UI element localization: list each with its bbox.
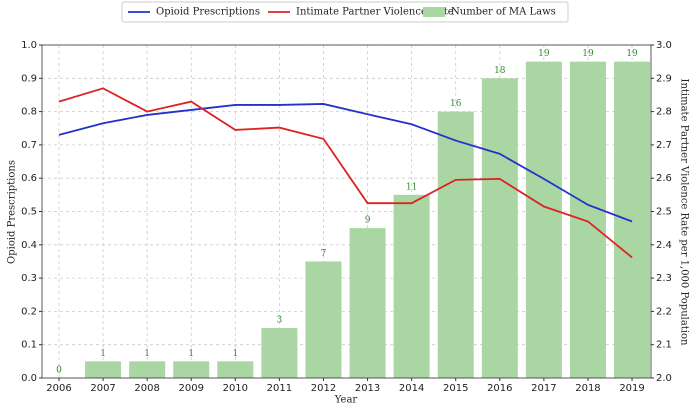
bar xyxy=(481,78,518,379)
value-label: 1 xyxy=(188,349,194,359)
value-label: 19 xyxy=(626,49,638,59)
x-tick-label: 2011 xyxy=(267,383,292,394)
y2-tick-label: 2.0 xyxy=(656,373,672,384)
value-label: 9 xyxy=(365,216,371,226)
bar xyxy=(614,61,651,379)
x-tick-label: 2019 xyxy=(619,383,644,394)
y-tick-label: 0.7 xyxy=(21,140,37,151)
y2-tick-label: 2.7 xyxy=(656,140,672,151)
value-label: 11 xyxy=(406,182,417,192)
y-axis-label: Opioid Prescriptions xyxy=(7,160,18,264)
value-label: 1 xyxy=(232,349,238,359)
y-tick-label: 0.4 xyxy=(21,240,37,251)
bar xyxy=(569,61,606,379)
value-label: 1 xyxy=(144,349,150,359)
x-tick-label: 2016 xyxy=(487,383,512,394)
y2-tick-label: 2.2 xyxy=(656,306,672,317)
y-tick-label: 0.0 xyxy=(21,373,37,384)
legend-swatch xyxy=(423,7,445,17)
value-label: 19 xyxy=(582,49,594,59)
legend-label: Intimate Partner Violence Rate xyxy=(296,7,454,18)
y2-tick-label: 3.0 xyxy=(656,40,672,51)
bar xyxy=(217,361,254,378)
y-tick-label: 0.3 xyxy=(21,273,37,284)
line xyxy=(58,87,633,259)
x-tick-label: 2013 xyxy=(355,383,380,394)
legend-box xyxy=(121,1,569,23)
x-tick-label: 2014 xyxy=(399,383,424,394)
y2-axis-label: Intimate Partner Violence Rate per 1,000… xyxy=(679,79,690,347)
bar xyxy=(305,261,342,378)
value-label: 19 xyxy=(538,49,550,59)
legend-label: Opioid Prescriptions xyxy=(156,7,260,18)
y-tick-label: 0.2 xyxy=(21,306,37,317)
value-label: 0 xyxy=(56,366,62,376)
legend-label: Number of MA Laws xyxy=(451,7,556,18)
y-tick-label: 0.9 xyxy=(21,73,37,84)
y2-tick-label: 2.6 xyxy=(656,173,672,184)
bar xyxy=(525,61,562,379)
bar xyxy=(173,361,210,378)
bar xyxy=(261,328,298,378)
x-tick-label: 2008 xyxy=(134,383,159,394)
x-axis-label: Year xyxy=(334,395,358,406)
bar xyxy=(129,361,166,378)
x-tick-label: 2018 xyxy=(575,383,600,394)
x-tick-label: 2012 xyxy=(311,383,336,394)
y-tick-label: 0.1 xyxy=(21,340,37,351)
x-tick-label: 2017 xyxy=(531,383,556,394)
value-label: 18 xyxy=(494,66,506,76)
x-tick-label: 2006 xyxy=(46,383,71,394)
y-tick-label: 1.0 xyxy=(21,40,37,51)
x-tick-label: 2009 xyxy=(179,383,204,394)
y-tick-label: 0.6 xyxy=(21,173,37,184)
value-label: 3 xyxy=(277,316,283,326)
y2-tick-label: 2.8 xyxy=(656,107,672,118)
y2-tick-label: 2.1 xyxy=(656,340,672,351)
y2-tick-label: 2.4 xyxy=(656,240,672,251)
x-tick-label: 2010 xyxy=(223,383,248,394)
x-tick-label: 2015 xyxy=(443,383,468,394)
bar xyxy=(85,361,122,378)
line xyxy=(58,103,633,223)
y-tick-label: 0.8 xyxy=(21,107,37,118)
value-label: 1 xyxy=(100,349,106,359)
y2-tick-label: 2.3 xyxy=(656,273,672,284)
y2-tick-label: 2.5 xyxy=(656,207,672,218)
y-tick-label: 0.5 xyxy=(21,207,37,218)
x-tick-label: 2007 xyxy=(90,383,115,394)
bar xyxy=(349,228,386,378)
bar xyxy=(437,111,474,378)
value-label: 16 xyxy=(450,99,462,109)
bar xyxy=(393,194,430,378)
y2-tick-label: 2.9 xyxy=(656,73,672,84)
value-label: 7 xyxy=(321,249,327,259)
